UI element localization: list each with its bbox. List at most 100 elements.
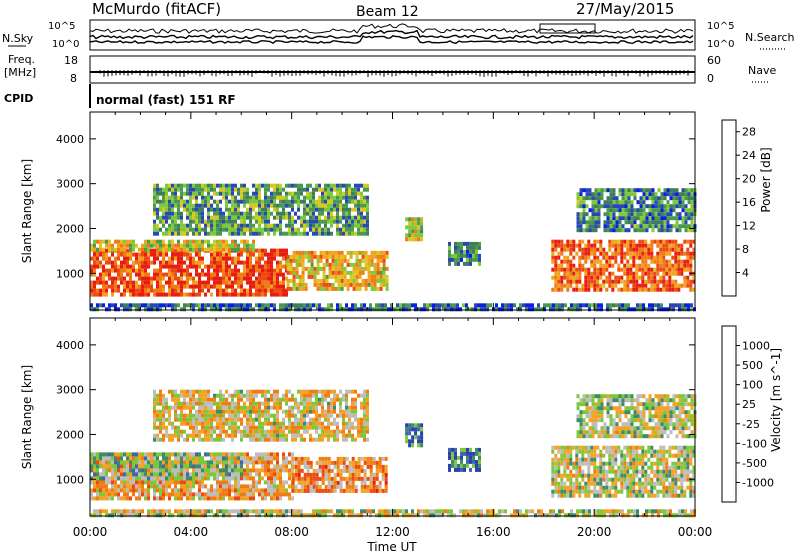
echo-cell-1 [210, 472, 213, 477]
echo-cell-3 [360, 183, 363, 188]
echo-cell-4 [420, 221, 424, 226]
echo-cell-0 [261, 268, 264, 273]
echo-cell-6 [566, 239, 570, 244]
echo-cell-6 [692, 247, 696, 252]
echo-cell-3 [279, 191, 282, 196]
echo-cell-8 [459, 307, 462, 312]
nave-tick-low: 0 [707, 72, 714, 85]
echo-cell-2 [360, 488, 364, 493]
echo-cell-2 [304, 250, 308, 255]
echo-cell-2 [373, 266, 377, 271]
echo-cell-3 [330, 223, 333, 228]
echo-cell-8 [180, 307, 183, 312]
echo-cell-6 [632, 275, 636, 280]
echo-cell-3 [309, 195, 312, 200]
echo-cell-3 [333, 215, 336, 220]
echo-cell-0 [213, 276, 216, 281]
echo-cell-8 [588, 303, 591, 308]
echo-cell-0 [222, 264, 225, 269]
echo-cell-8 [345, 307, 348, 312]
echo-cell-0 [276, 280, 279, 285]
echo-cell-6 [668, 239, 672, 244]
echo-cell-3 [285, 223, 288, 228]
echo-cell-0 [171, 260, 174, 265]
echo-cell-3 [216, 417, 219, 422]
echo-cell-6 [674, 255, 678, 260]
echo-cell-8 [579, 303, 582, 308]
echo-cell-3 [228, 191, 231, 196]
echo-cell-0 [228, 264, 231, 269]
echo-cell-8 [678, 307, 681, 312]
echo-cell-0 [225, 252, 228, 257]
echo-cell-0 [90, 492, 93, 497]
echo-cell-7 [606, 228, 610, 233]
echo-cell-1 [240, 247, 243, 252]
echo-cell-8 [90, 303, 93, 308]
echo-cell-6 [584, 279, 588, 284]
echo-cell-3 [243, 409, 246, 414]
echo-cell-6 [686, 247, 690, 252]
echo-cell-8 [264, 307, 267, 312]
echo-cell-7 [651, 192, 655, 197]
echo-cell-3 [297, 199, 300, 204]
echo-cell-3 [231, 195, 234, 200]
echo-cell-3 [258, 227, 261, 232]
echo-cell-7 [576, 224, 580, 229]
echo-cell-0 [249, 456, 252, 461]
echo-cell-0 [132, 488, 135, 493]
echo-cell-6 [611, 255, 615, 260]
echo-cell-6 [608, 263, 612, 268]
echo-cell-3 [252, 203, 255, 208]
echo-cell-5 [448, 261, 451, 266]
echo-cell-0 [261, 252, 264, 257]
echo-cell-2 [301, 274, 305, 279]
echo-cell-3 [156, 433, 159, 438]
echo-cell-7 [576, 212, 580, 217]
echo-cell-0 [198, 492, 201, 497]
echo-cell-3 [354, 231, 357, 236]
echo-cell-2 [336, 472, 340, 477]
echo-cell-0 [153, 256, 156, 261]
echo-cell-6 [662, 243, 666, 248]
echo-cell-3 [333, 199, 336, 204]
echo-cell-6 [653, 267, 657, 272]
echo-cell-0 [261, 280, 264, 285]
echo-cell-6 [668, 251, 672, 256]
echo-cell-3 [183, 417, 186, 422]
echo-cell-8 [588, 307, 591, 312]
echo-cell-0 [180, 256, 183, 261]
echo-cell-0 [201, 484, 204, 489]
echo-cell-6 [662, 275, 666, 280]
echo-cell-7 [666, 216, 670, 221]
echo-cell-0 [126, 280, 129, 285]
echo-cell-7 [609, 216, 613, 221]
echo-cell-3 [363, 207, 366, 212]
echo-cell-0 [225, 260, 228, 265]
echo-cell-6 [674, 263, 678, 268]
echo-cell-3 [351, 195, 354, 200]
echo-cell-3 [246, 409, 249, 414]
echo-cell-3 [156, 195, 159, 200]
echo-cell-7 [684, 196, 688, 201]
echo-cell-1 [177, 452, 180, 457]
echo-cell-3 [192, 405, 195, 410]
echo-cell-3 [162, 413, 165, 418]
echo-cell-3 [300, 223, 303, 228]
echo-cell-3 [174, 409, 177, 414]
echo-cell-1 [195, 239, 198, 244]
echo-cell-1 [159, 247, 162, 252]
echo-cell-3 [207, 429, 210, 434]
echo-cell-7 [597, 224, 601, 229]
echo-cell-0 [195, 252, 198, 257]
echo-cell-6 [557, 287, 561, 292]
echo-cell-7 [642, 212, 646, 217]
echo-cell-7 [672, 204, 676, 209]
echo-cell-6 [620, 279, 624, 284]
echo-cell-0 [249, 484, 252, 489]
echo-cell-3 [261, 199, 264, 204]
echo-cell-3 [366, 227, 369, 232]
echo-cell-2 [307, 258, 311, 263]
echo-cell-3 [183, 231, 186, 236]
echo-cell-0 [114, 256, 117, 261]
echo-cell-3 [258, 195, 261, 200]
